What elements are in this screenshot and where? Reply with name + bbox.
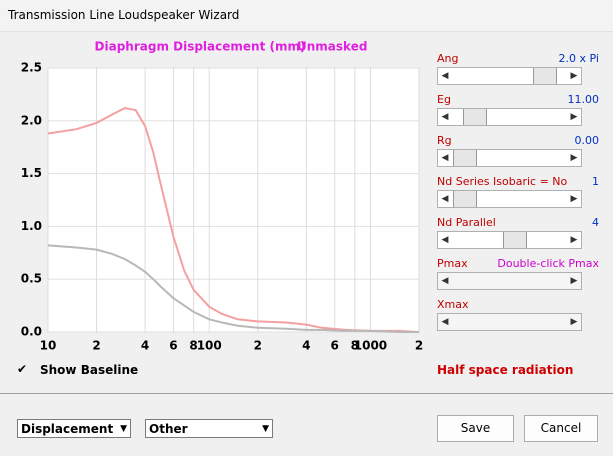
control-value: 4 <box>592 216 599 229</box>
control-row: Eg 11.00 ◀ ▶ <box>437 91 599 131</box>
dropdown-text: Displacement <box>21 422 114 436</box>
slider-thumb[interactable] <box>533 68 557 84</box>
control-label: Xmax <box>437 298 469 311</box>
slider-thumb[interactable] <box>453 150 477 166</box>
x-tick-label: 8 <box>351 339 359 353</box>
control-value: 11.00 <box>567 93 600 106</box>
arrow-right[interactable]: ▶ <box>570 153 578 163</box>
dropdown[interactable]: Other ▼ <box>145 419 273 438</box>
control-label: Rg <box>437 134 452 147</box>
arrow-right: ▶ <box>570 276 578 286</box>
control-value: 0.00 <box>574 134 600 147</box>
slider[interactable]: ◀ ▶ <box>437 149 582 167</box>
x-tick-label: 100 <box>197 339 222 353</box>
arrow-left[interactable]: ◀ <box>441 153 449 163</box>
plot-area <box>47 67 420 333</box>
checkbox-label[interactable]: Show Baseline <box>40 363 139 377</box>
slider[interactable]: ◀ ▶ <box>437 67 582 85</box>
slider: ◀ ▶ <box>437 313 582 331</box>
control-value: 2.0 x Pi <box>558 52 599 65</box>
chart-subtitle: Unmasked <box>297 40 367 54</box>
arrow-right[interactable]: ▶ <box>570 71 578 81</box>
control-row: Ang 2.0 x Pi ◀ ▶ <box>437 50 599 90</box>
window-title: Transmission Line Loudspeaker Wizard <box>8 8 240 22</box>
control-label: Nd Parallel <box>437 216 496 229</box>
slider[interactable]: ◀ ▶ <box>437 231 582 249</box>
checkbox[interactable]: ✔ <box>17 362 28 376</box>
x-tick-label: 2 <box>415 339 423 353</box>
data-line <box>47 107 420 333</box>
x-tick-label: 8 <box>189 339 197 353</box>
x-tick-label: 4 <box>141 339 149 353</box>
arrow-left[interactable]: ◀ <box>441 71 449 81</box>
arrow-left[interactable]: ◀ <box>441 112 449 122</box>
y-tick-label: 2.0 <box>21 113 42 127</box>
control-label: Pmax <box>437 257 468 270</box>
slider: ◀ ▶ <box>437 272 582 290</box>
dropdown-text: Other <box>149 422 188 436</box>
x-tick-label: 6 <box>169 339 177 353</box>
arrow-right[interactable]: ▶ <box>570 235 578 245</box>
chart-title: Diaphragm Displacement (mm) <box>95 40 306 54</box>
control-value: Double-click Pmax <box>497 257 599 270</box>
control-row: Nd Series Isobaric = No 1 ◀ ▶ <box>437 173 599 213</box>
y-tick-label: 0.5 <box>21 272 42 286</box>
arrow-left[interactable]: ◀ <box>441 235 449 245</box>
separator <box>0 393 613 394</box>
x-tick-label: 1000 <box>354 339 387 353</box>
y-tick-label: 1.0 <box>21 219 42 233</box>
x-tick-label: 2 <box>92 339 100 353</box>
arrow-right[interactable]: ▶ <box>570 112 578 122</box>
chart: Diaphragm Displacement (mm)UnmaskedFrequ… <box>21 40 423 353</box>
data-line <box>47 244 419 333</box>
control-row: Xmax ◀ ▶ <box>437 296 599 336</box>
slider[interactable]: ◀ ▶ <box>437 108 582 126</box>
control-row: Nd Parallel 4 ◀ ▶ <box>437 214 599 254</box>
title-bar: Transmission Line Loudspeaker Wizard <box>0 0 613 32</box>
arrow-left: ◀ <box>441 276 449 286</box>
control-row: Pmax Double-click Pmax ◀ ▶ <box>437 255 599 295</box>
slider-thumb[interactable] <box>463 109 487 125</box>
y-tick-label: 2.5 <box>21 61 42 75</box>
dropdown[interactable]: Displacement ▼ <box>17 419 131 438</box>
arrow-left[interactable]: ◀ <box>441 194 449 204</box>
arrow-right[interactable]: ▶ <box>570 194 578 204</box>
save-button[interactable]: Save <box>437 415 514 442</box>
x-tick-label: 2 <box>254 339 262 353</box>
arrow-left: ◀ <box>441 317 449 327</box>
arrow-right: ▶ <box>570 317 578 327</box>
control-row: Rg 0.00 ◀ ▶ <box>437 132 599 172</box>
slider-thumb[interactable] <box>503 232 527 248</box>
x-tick-label: 4 <box>302 339 310 353</box>
slider-thumb[interactable] <box>453 191 477 207</box>
control-value: 1 <box>592 175 599 188</box>
x-tick-label: 6 <box>331 339 339 353</box>
cancel-button[interactable]: Cancel <box>524 415 598 442</box>
y-tick-label: 1.5 <box>21 166 42 180</box>
control-label: Ang <box>437 52 459 65</box>
control-label: Nd Series Isobaric = No <box>437 175 568 188</box>
control-label: Eg <box>437 93 451 106</box>
slider[interactable]: ◀ ▶ <box>437 190 582 208</box>
radiation-label: Half space radiation <box>437 363 574 377</box>
x-tick-label: 10 <box>40 339 57 353</box>
y-tick-label: 0.0 <box>21 325 42 339</box>
